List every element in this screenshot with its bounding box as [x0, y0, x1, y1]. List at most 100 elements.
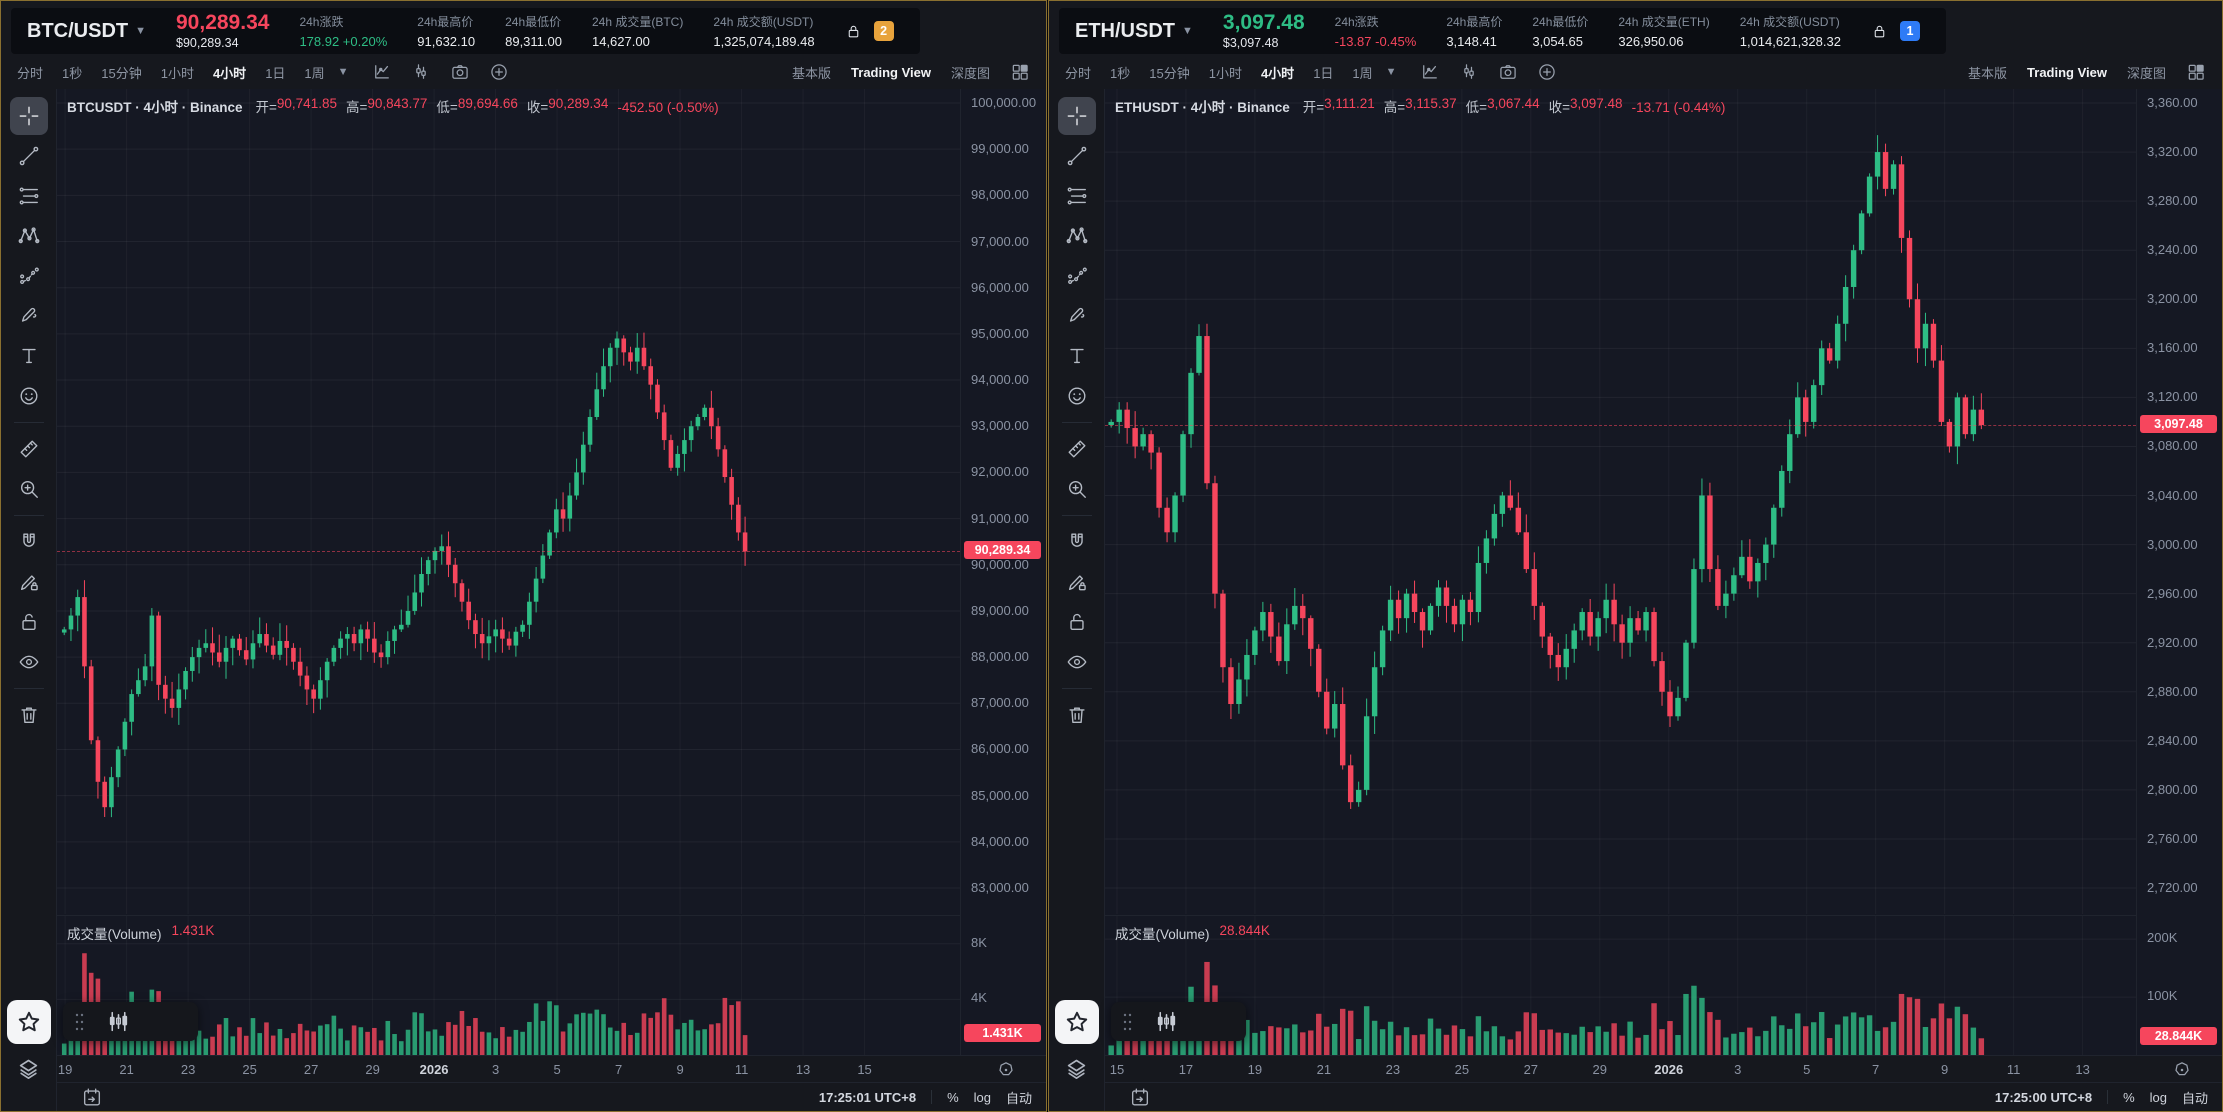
drag-handle-icon[interactable] — [73, 1010, 86, 1034]
chart-toolbar: 分时 1秒 15分钟 1小时 4小时 1日 1周 ▼ 基本版 Trading View 深度… — [1049, 55, 2222, 89]
text-tool-icon[interactable] — [10, 337, 48, 375]
lock-icon[interactable] — [845, 23, 862, 40]
timeframe-more-icon[interactable]: ▼ — [1385, 66, 1397, 78]
timeframe-tab[interactable]: 1秒 — [62, 65, 83, 81]
symbol-selector[interactable]: BTC/USDT ▼ — [27, 20, 146, 43]
text-tool-icon[interactable] — [1058, 337, 1096, 375]
brush-tool-icon[interactable] — [1058, 297, 1096, 335]
go-to-date-icon[interactable] — [1129, 1086, 1151, 1108]
xabcd-tool-icon[interactable] — [10, 217, 48, 255]
layers-icon[interactable] — [15, 1056, 42, 1083]
chart-region[interactable]: 成交量(Volume) 28.844K 3,360.00 3,320.00 3,28… — [1105, 89, 2222, 1055]
ruler-tool-icon[interactable] — [1058, 430, 1096, 468]
view-basic-tab[interactable]: 基本版 — [1968, 65, 2008, 81]
time-axis-label: 9 — [676, 1062, 684, 1077]
emoji-tool-icon[interactable] — [10, 377, 48, 415]
timeframe-tab[interactable]: 分时 — [17, 65, 44, 81]
eye-tool-icon[interactable] — [1058, 643, 1096, 681]
pencil-lock-tool-icon[interactable] — [10, 563, 48, 601]
trend-line-tool-icon[interactable] — [151, 1009, 176, 1034]
percent-scale-button[interactable]: % — [947, 1089, 959, 1105]
candlestick-style-icon[interactable] — [106, 1009, 131, 1034]
plus-circle-icon[interactable] — [489, 62, 509, 82]
crosshair-tool-icon[interactable] — [9, 97, 48, 135]
timeframe-tab[interactable]: 分时 — [1065, 65, 1092, 81]
ruler-tool-icon[interactable] — [10, 430, 48, 468]
candle-style-icon[interactable] — [1459, 62, 1479, 82]
candle-style-icon[interactable] — [411, 62, 431, 82]
trash-tool-icon[interactable] — [1058, 696, 1096, 734]
timeframe-tab[interactable]: 15分钟 — [1149, 65, 1190, 81]
price-pane[interactable] — [1105, 89, 2136, 914]
auto-scale-button[interactable]: 自动 — [1005, 1090, 1032, 1106]
candlestick-style-icon[interactable] — [1154, 1009, 1179, 1034]
layers-icon[interactable] — [1063, 1056, 1090, 1083]
brush-tool-icon[interactable] — [10, 297, 48, 335]
layout-grid-icon[interactable] — [2186, 62, 2206, 82]
indicators-icon[interactable] — [1420, 62, 1440, 82]
price-pane[interactable] — [57, 89, 960, 914]
timeframe-tab[interactable]: 1周 — [304, 65, 325, 81]
stat-value: -13.87 -0.45% — [1334, 34, 1417, 49]
chart-count-badge[interactable]: 2 — [873, 21, 894, 41]
favorites-star-button[interactable] — [1054, 1000, 1099, 1044]
axis-settings-icon[interactable] — [996, 1060, 1016, 1080]
lock-open-tool-icon[interactable] — [10, 603, 48, 641]
time-axis[interactable]: 19 21 23 25 27 29 2026 3 5 7 9 11 13 15 — [57, 1055, 1046, 1082]
trend-line-tool-icon[interactable] — [1058, 137, 1096, 175]
view-depth-tab[interactable]: 深度图 — [2126, 65, 2166, 81]
percent-scale-button[interactable]: % — [2123, 1089, 2135, 1105]
pencil-lock-tool-icon[interactable] — [1058, 563, 1096, 601]
camera-icon[interactable] — [1498, 62, 1518, 82]
trash-tool-icon[interactable] — [10, 696, 48, 734]
camera-icon[interactable] — [450, 62, 470, 82]
timeframe-tab[interactable]: 1小时 — [1208, 65, 1242, 81]
log-scale-button[interactable]: log — [973, 1089, 991, 1105]
price-axis[interactable]: 100,000.00 99,000.00 98,000.00 97,000.00 96,… — [960, 89, 1046, 1055]
timeframe-tab[interactable]: 4小时 — [1260, 65, 1295, 81]
forecast-tool-icon[interactable] — [1058, 257, 1096, 295]
layout-grid-icon[interactable] — [1010, 62, 1030, 82]
timeframe-tab[interactable]: 1秒 — [1110, 65, 1131, 81]
view-depth-tab[interactable]: 深度图 — [950, 65, 990, 81]
trend-line-tool-icon[interactable] — [1199, 1009, 1224, 1034]
favorites-star-button[interactable] — [6, 1000, 51, 1044]
forecast-tool-icon[interactable] — [10, 257, 48, 295]
drag-handle-icon[interactable] — [1121, 1010, 1134, 1034]
trend-line-tool-icon[interactable] — [10, 137, 48, 175]
fib-lines-tool-icon[interactable] — [1058, 177, 1096, 215]
time-axis[interactable]: 15 17 19 21 23 25 27 29 2026 3 5 7 9 11 13 — [1105, 1055, 2222, 1082]
axis-settings-icon[interactable] — [2172, 1060, 2192, 1080]
view-tradingview-tab[interactable]: Trading View — [851, 64, 931, 80]
plus-circle-icon[interactable] — [1537, 62, 1557, 82]
log-scale-button[interactable]: log — [2149, 1089, 2167, 1105]
timeframe-tab[interactable]: 15分钟 — [101, 65, 142, 81]
timeframe-tab[interactable]: 4小时 — [212, 65, 247, 81]
timeframe-tab[interactable]: 1日 — [1313, 65, 1334, 81]
volume-pane[interactable]: 成交量(Volume) 28.844K — [1105, 915, 2136, 1055]
price-axis[interactable]: 3,360.00 3,320.00 3,280.00 3,240.00 3,200.00… — [2136, 89, 2222, 1055]
go-to-date-icon[interactable] — [81, 1086, 103, 1108]
emoji-tool-icon[interactable] — [1058, 377, 1096, 415]
view-tradingview-tab[interactable]: Trading View — [2027, 64, 2107, 80]
timeframe-tab[interactable]: 1小时 — [160, 65, 194, 81]
crosshair-tool-icon[interactable] — [1057, 97, 1096, 135]
magnet-tool-icon[interactable] — [10, 523, 48, 561]
timeframe-tab[interactable]: 1周 — [1352, 65, 1373, 81]
timeframe-more-icon[interactable]: ▼ — [337, 66, 349, 78]
indicators-icon[interactable] — [372, 62, 392, 82]
zoom-in-tool-icon[interactable] — [10, 470, 48, 508]
lock-open-tool-icon[interactable] — [1058, 603, 1096, 641]
fib-lines-tool-icon[interactable] — [10, 177, 48, 215]
chart-count-badge[interactable]: 1 — [1899, 21, 1920, 41]
lock-icon[interactable] — [1871, 23, 1888, 40]
view-basic-tab[interactable]: 基本版 — [792, 65, 832, 81]
symbol-selector[interactable]: ETH/USDT ▼ — [1075, 20, 1193, 43]
magnet-tool-icon[interactable] — [1058, 523, 1096, 561]
zoom-in-tool-icon[interactable] — [1058, 470, 1096, 508]
eye-tool-icon[interactable] — [10, 643, 48, 681]
auto-scale-button[interactable]: 自动 — [2181, 1090, 2208, 1106]
xabcd-tool-icon[interactable] — [1058, 217, 1096, 255]
timeframe-tab[interactable]: 1日 — [265, 65, 286, 81]
chart-region[interactable]: 成交量(Volume) 1.431K 100,000.00 99,000.00 98… — [57, 89, 1046, 1055]
